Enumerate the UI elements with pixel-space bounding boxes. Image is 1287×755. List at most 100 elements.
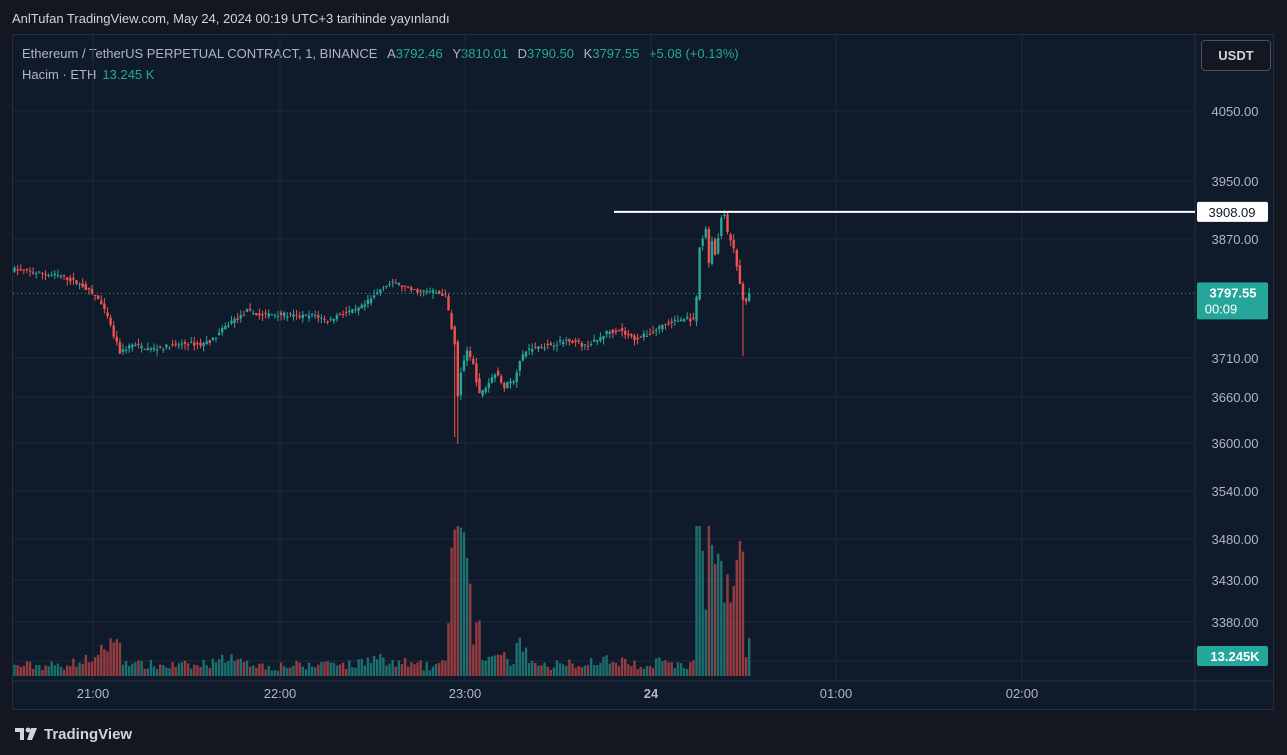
candle-body xyxy=(459,372,463,396)
candle-body xyxy=(289,313,292,315)
candle-body xyxy=(62,275,66,277)
volume-bar xyxy=(469,583,472,676)
candle-body xyxy=(552,345,556,347)
volume-bar xyxy=(385,665,388,676)
volume-bar xyxy=(425,662,428,676)
volume-bar xyxy=(400,663,404,676)
volume-bar xyxy=(121,664,125,676)
volume-bar xyxy=(230,654,233,676)
candle-body xyxy=(310,314,314,316)
volume-bar xyxy=(47,666,50,676)
last-price-value: 3797.55 xyxy=(1210,285,1257,300)
x-tick-label: 22:00 xyxy=(264,686,297,701)
volume-bar xyxy=(558,663,562,676)
candle-body xyxy=(366,299,370,304)
candle-body xyxy=(224,325,227,330)
candle-body xyxy=(261,314,264,316)
candle-body xyxy=(580,342,583,347)
candle-body xyxy=(571,340,574,344)
candle-body xyxy=(16,269,19,271)
volume-bar xyxy=(38,665,41,676)
candle-body xyxy=(599,337,602,341)
candle-body xyxy=(639,336,642,338)
candle-body xyxy=(258,313,261,316)
volume-bar xyxy=(211,658,215,676)
volume-bar xyxy=(345,669,348,676)
high-label: Y xyxy=(452,46,462,61)
volume-bar xyxy=(379,653,382,676)
candle-body xyxy=(416,289,419,293)
candle-body xyxy=(574,340,577,342)
candle-body xyxy=(87,287,91,290)
candle-body xyxy=(264,312,267,314)
volume-bar xyxy=(84,654,87,676)
currency-unit-button[interactable]: USDT xyxy=(1201,40,1271,71)
symbol-name[interactable]: Ethereum / TetherUS PERPETUAL CONTRACT, … xyxy=(22,46,378,61)
volume-bar xyxy=(41,670,44,676)
volume-bar xyxy=(744,657,748,676)
candle-body xyxy=(438,291,441,294)
volume-bar xyxy=(658,657,661,676)
volume-bar xyxy=(109,638,112,676)
y-tick-label: 3600.00 xyxy=(1212,436,1259,451)
candle-body xyxy=(397,282,401,285)
volume-bar xyxy=(493,655,497,676)
candle-body xyxy=(469,350,472,357)
volume-bar xyxy=(124,660,128,676)
volume-bar xyxy=(735,559,738,676)
volume-bar xyxy=(555,660,559,676)
candle-body xyxy=(748,293,751,301)
volume-bar xyxy=(444,660,447,676)
volume-bar xyxy=(549,669,552,676)
open-label: A xyxy=(387,46,396,61)
volume-bar xyxy=(50,661,53,676)
volume-bar xyxy=(630,666,633,676)
candle-body xyxy=(72,277,75,280)
candle-body xyxy=(112,325,115,337)
volume-bar xyxy=(655,658,658,676)
volume-bar xyxy=(639,666,642,676)
countdown-value: 00:09 xyxy=(1205,301,1238,316)
volume-bar xyxy=(481,660,484,676)
candle-body xyxy=(81,283,84,287)
candle-body xyxy=(403,285,407,287)
candle-body xyxy=(413,289,416,291)
x-tick-label: 24 xyxy=(644,686,659,701)
volume-bar xyxy=(304,669,308,676)
published-caption: AnlTufan TradingView.com, May 24, 2024 0… xyxy=(12,11,450,26)
candle-body xyxy=(348,310,351,313)
volume-bar xyxy=(695,526,698,676)
volume-bar xyxy=(686,669,689,676)
volume-bar xyxy=(441,660,444,676)
volume-bar xyxy=(224,662,227,676)
volume-bar xyxy=(221,654,224,676)
candle-body xyxy=(345,311,348,313)
volume-bar xyxy=(723,602,726,676)
y-tick-label: 3710.00 xyxy=(1212,351,1259,366)
volume-bar xyxy=(146,668,149,676)
candle-body xyxy=(267,313,270,317)
volume-bar xyxy=(301,666,304,676)
tradingview-logo[interactable]: TradingView xyxy=(14,724,132,744)
volume-bar xyxy=(320,661,323,676)
y-tick-label: 3660.00 xyxy=(1212,390,1259,405)
candle-body xyxy=(462,360,466,371)
candle-body xyxy=(521,354,525,361)
volume-bar xyxy=(25,661,29,676)
candle-body xyxy=(369,298,373,304)
volume-bar xyxy=(518,637,521,676)
candle-body xyxy=(252,313,255,315)
horizontal-line-tag xyxy=(1197,201,1268,222)
candle-body xyxy=(317,315,320,318)
volume-bar xyxy=(540,665,543,676)
chart-panel[interactable] xyxy=(12,34,1274,710)
last-price-tag xyxy=(1197,282,1268,320)
volume-bar xyxy=(648,666,652,676)
volume-bar xyxy=(577,665,580,676)
candle-body xyxy=(509,381,512,384)
volume-bar xyxy=(720,560,723,676)
volume-label[interactable]: Hacim · ETH xyxy=(22,67,97,82)
candle-body xyxy=(134,344,137,346)
volume-bar xyxy=(16,665,19,676)
